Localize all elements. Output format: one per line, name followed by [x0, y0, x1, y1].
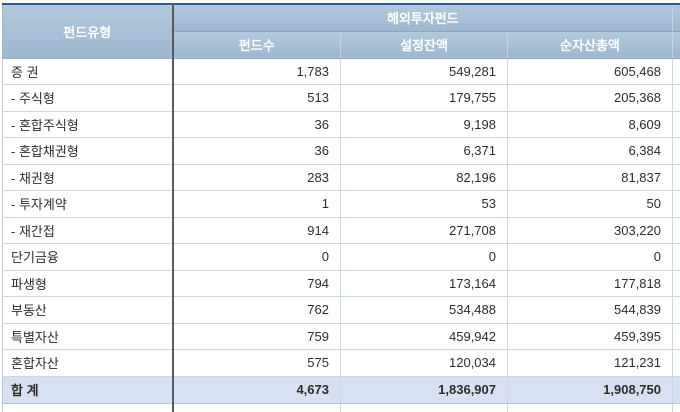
- fund-count-cell: 0: [172, 243, 341, 271]
- cutoff-cell: [507, 402, 673, 412]
- overseas-fund-table: 펀드유형 해외투자펀드 펀드수 설정잔액 순자산총액 증 권 1,783 549…: [2, 3, 680, 412]
- net-asset-cell: 544,839: [507, 296, 673, 324]
- group-header-row: 펀드유형 해외투자펀드: [2, 3, 680, 59]
- cutoff-cell: [672, 216, 680, 244]
- fund-count-cell: 794: [172, 269, 341, 297]
- total-net-asset-cell: 1,908,750: [507, 375, 673, 404]
- table-row: 증 권 1,783 549,281 605,468: [2, 57, 680, 85]
- net-asset-cell: 81,837: [507, 163, 673, 191]
- fund-type-cell: - 주식형: [2, 84, 174, 112]
- cutoff-row: [2, 402, 680, 412]
- set-balance-cell: 6,371: [340, 137, 508, 165]
- net-asset-cell: 177,818: [507, 269, 673, 297]
- cutoff-cell: [672, 375, 680, 404]
- table-row: - 혼합주식형 36 9,198 8,609: [2, 110, 680, 138]
- fund-type-cell: - 혼합주식형: [2, 110, 174, 138]
- total-fund-count-cell: 4,673: [172, 375, 341, 404]
- cutoff-column-header: [672, 31, 680, 59]
- fund-count-cell: 762: [172, 296, 341, 324]
- net-asset-cell: 205,368: [507, 84, 673, 112]
- table-row: 특별자산 759 459,942 459,395: [2, 322, 680, 350]
- net-asset-cell: 121,231: [507, 349, 673, 377]
- fund-type-cell: 단기금융: [2, 243, 174, 271]
- table-row: 파생형 794 173,164 177,818: [2, 269, 680, 297]
- cutoff-cell: [672, 190, 680, 218]
- set-balance-cell: 459,942: [340, 322, 508, 350]
- fund-type-cell: - 재간접: [2, 216, 174, 244]
- net-asset-cell: 0: [507, 243, 673, 271]
- set-balance-cell: 0: [340, 243, 508, 271]
- fund-count-cell: 759: [172, 322, 341, 350]
- set-balance-cell: 549,281: [340, 57, 508, 85]
- cutoff-cell: [672, 57, 680, 85]
- net-asset-cell: 50: [507, 190, 673, 218]
- set-balance-cell: 53: [340, 190, 508, 218]
- fund-count-cell: 36: [172, 137, 341, 165]
- table-row: - 투자계약 1 53 50: [2, 190, 680, 218]
- set-balance-cell: 271,708: [340, 216, 508, 244]
- net-asset-cell: 6,384: [507, 137, 673, 165]
- fund-count-cell: 283: [172, 163, 341, 191]
- table-body: 증 권 1,783 549,281 605,468 - 주식형 513 179,…: [2, 57, 680, 412]
- net-asset-cell: 459,395: [507, 322, 673, 350]
- table-row: - 혼합채권형 36 6,371 6,384: [2, 137, 680, 165]
- fund-type-cell: - 혼합채권형: [2, 137, 174, 165]
- table-row: 단기금융 0 0 0: [2, 243, 680, 271]
- total-set-balance-cell: 1,836,907: [340, 375, 508, 404]
- fund-type-cell: 파생형: [2, 269, 174, 297]
- overseas-fund-group-header: 해외투자펀드: [172, 3, 673, 32]
- column-header-row: 펀드수 설정잔액 순자산총액: [3, 31, 680, 59]
- net-asset-cell: 8,609: [507, 110, 673, 138]
- net-asset-cell: 605,468: [507, 57, 673, 85]
- cutoff-cell: [672, 110, 680, 138]
- fund-count-cell: 575: [172, 349, 341, 377]
- table-row: 혼합자산 575 120,034 121,231: [2, 349, 680, 377]
- set-balance-cell: 534,488: [340, 296, 508, 324]
- set-balance-cell: 173,164: [340, 269, 508, 297]
- net-asset-header: 순자산총액: [507, 31, 673, 59]
- fund-count-cell: 513: [172, 84, 341, 112]
- cutoff-cell: [672, 322, 680, 350]
- set-balance-cell: 9,198: [340, 110, 508, 138]
- table-row: - 재간접 914 271,708 303,220: [2, 216, 680, 244]
- cutoff-cell: [672, 163, 680, 191]
- fund-count-cell: 914: [172, 216, 341, 244]
- fund-count-header: 펀드수: [172, 31, 341, 59]
- fund-count-cell: 1,783: [172, 57, 341, 85]
- fund-type-cell: 혼합자산: [2, 349, 174, 377]
- set-balance-cell: 82,196: [340, 163, 508, 191]
- cutoff-cell: [672, 84, 680, 112]
- cutoff-group-header: [672, 3, 680, 32]
- cutoff-cell: [340, 402, 508, 412]
- set-balance-cell: 120,034: [340, 349, 508, 377]
- cutoff-cell: [672, 296, 680, 324]
- table-row: 부동산 762 534,488 544,839: [2, 296, 680, 324]
- total-label-cell: 합 계: [2, 375, 174, 404]
- cutoff-cell: [672, 137, 680, 165]
- cutoff-cell: [672, 269, 680, 297]
- fund-type-cell: 증 권: [2, 57, 174, 85]
- cutoff-cell: [672, 349, 680, 377]
- cutoff-cell: [672, 243, 680, 271]
- cutoff-cell: [172, 402, 341, 412]
- fund-type-header: 펀드유형: [2, 3, 174, 59]
- total-row: 합 계 4,673 1,836,907 1,908,750: [2, 375, 680, 404]
- cutoff-cell: [672, 402, 680, 412]
- set-balance-cell: 179,755: [340, 84, 508, 112]
- fund-type-cell: - 채권형: [2, 163, 174, 191]
- table-row: - 주식형 513 179,755 205,368: [2, 84, 680, 112]
- fund-count-cell: 1: [172, 190, 341, 218]
- fund-count-cell: 36: [172, 110, 341, 138]
- net-asset-cell: 303,220: [507, 216, 673, 244]
- set-balance-header: 설정잔액: [340, 31, 508, 59]
- fund-type-cell: 특별자산: [2, 322, 174, 350]
- table-header: 펀드유형 해외투자펀드 펀드수 설정잔액 순자산총액: [2, 3, 680, 59]
- fund-type-cell: 부동산: [2, 296, 174, 324]
- table-row: - 채권형 283 82,196 81,837: [2, 163, 680, 191]
- fund-type-cell: - 투자계약: [2, 190, 174, 218]
- cutoff-cell: [2, 402, 174, 412]
